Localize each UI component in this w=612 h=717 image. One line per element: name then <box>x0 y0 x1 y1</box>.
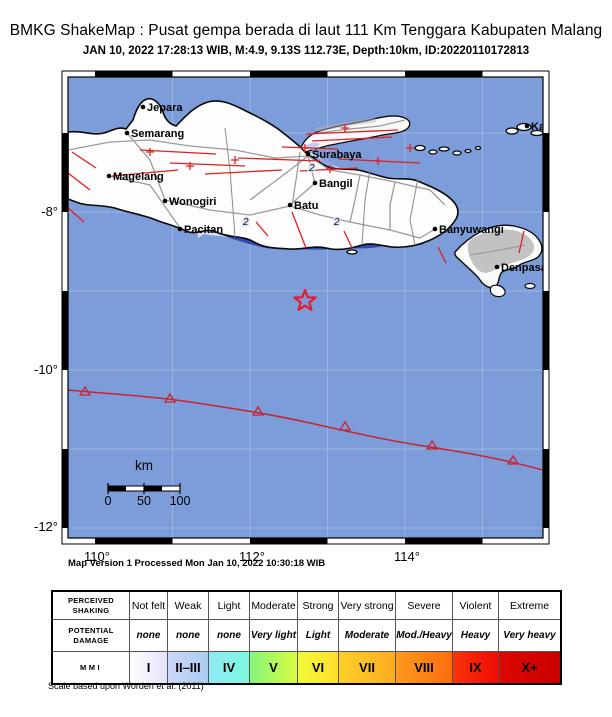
city-label: Jepara <box>147 102 183 114</box>
city-label: Batu <box>294 200 318 212</box>
legend-mmi: VI <box>298 652 339 683</box>
legend-mmi: IV <box>209 652 250 683</box>
legend-row-header-shaking: PERCEIVED SHAKING <box>53 592 130 620</box>
city-markers: Jepara Semarang Magelang Wonogiri Pacita… <box>106 102 578 274</box>
legend-shaking: Extreme <box>499 592 560 620</box>
legend-damage: none <box>209 620 250 652</box>
map-version-line: Map Version 1 Processed Mon Jan 10, 2022… <box>68 558 326 569</box>
city-label: Banyuwangi <box>439 224 504 236</box>
legend-mmi: II–III <box>168 652 209 683</box>
legend-damage: Very heavy <box>499 620 560 652</box>
contour-label: 2 <box>242 217 249 228</box>
legend-damage: none <box>130 620 168 652</box>
legend-shaking: Strong <box>298 592 339 620</box>
x-axis-label: 110° <box>84 549 110 564</box>
legend-mmi: VIII <box>396 652 453 683</box>
page-title: BMKG ShakeMap : Pusat gempa berada di la… <box>9 22 603 39</box>
legend-shaking: Light <box>209 592 250 620</box>
legend-mmi: VII <box>339 652 396 683</box>
scale-tick: 50 <box>137 494 151 508</box>
y-axis-label: -10° <box>34 362 58 377</box>
legend-shaking: Not felt <box>130 592 168 620</box>
city-label: Semarang <box>131 128 184 140</box>
city-label: Denpasar <box>501 262 552 274</box>
legend-row-header-damage: POTENTIAL DAMAGE <box>53 620 130 652</box>
scale-tick: 0 <box>105 494 112 508</box>
axis-labels: -8° -10° -12° 110° 112° 114° <box>34 204 420 564</box>
province-borders <box>224 127 419 246</box>
x-axis-label: 112° <box>239 549 265 564</box>
legend-shaking: Severe <box>396 592 453 620</box>
legend-mmi: I <box>130 652 168 683</box>
y-axis-label: -12° <box>34 519 58 534</box>
fault-lines <box>68 124 525 264</box>
city-label: Bangil <box>319 178 353 190</box>
legend-shaking: Moderate <box>250 592 298 620</box>
city-label: Kangean <box>531 121 578 133</box>
city-label: Magelang <box>113 171 164 183</box>
legend-shaking: Violent <box>453 592 499 620</box>
x-axis-label: 114° <box>394 549 420 564</box>
legend-damage: none <box>168 620 209 652</box>
legend-damage: Very light <box>250 620 298 652</box>
scale-tick: 100 <box>170 494 191 508</box>
contour-label: 2 <box>333 217 340 228</box>
scale-bar: km 0 50 100 <box>105 458 191 508</box>
legend-shaking: Weak <box>168 592 209 620</box>
legend-damage: Mod./Heavy <box>396 620 453 652</box>
city-label: Wonogiri <box>169 196 216 208</box>
legend-mmi: IX <box>453 652 499 683</box>
legend-damage: Heavy <box>453 620 499 652</box>
map-frame <box>61 70 550 545</box>
shake-map: 2 2 2 Jepara Semarang Magelang Wonogiri … <box>34 70 578 564</box>
intensity-legend-table: PERCEIVED SHAKING Not felt Weak Light Mo… <box>51 590 562 685</box>
roads <box>68 119 526 256</box>
event-summary: JAN 10, 2022 17:28:13 WIB, M:4.9, 9.13S … <box>82 45 530 57</box>
contour-label: 2 <box>308 163 315 174</box>
scale-attribution: Scale based upon Worden et al. (2011) <box>48 681 204 691</box>
legend-damage: Light <box>298 620 339 652</box>
y-axis-label: -8° <box>41 204 58 219</box>
trench-line <box>68 385 543 471</box>
legend-damage: Moderate <box>339 620 396 652</box>
bali-island <box>454 224 543 298</box>
legend-mmi: V <box>250 652 298 683</box>
scale-unit: km <box>135 458 153 473</box>
legend-row-header-mmi: MMI <box>53 652 130 683</box>
city-label: Surabaya <box>312 149 362 161</box>
legend-shaking: Very strong <box>339 592 396 620</box>
legend-mmi: X+ <box>499 652 560 683</box>
city-label: Pacitan <box>184 224 223 236</box>
epicenter-star <box>293 288 317 311</box>
